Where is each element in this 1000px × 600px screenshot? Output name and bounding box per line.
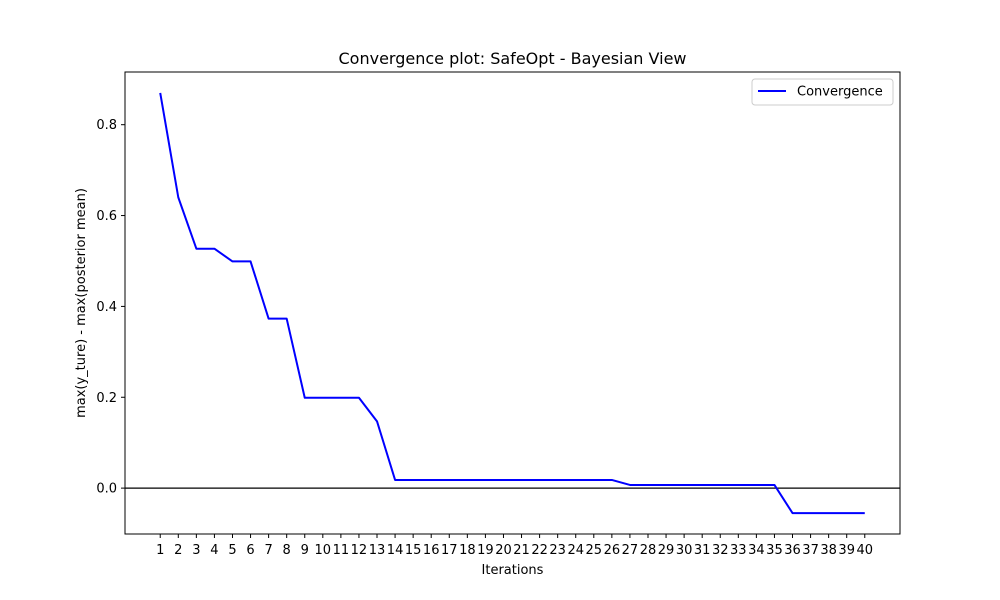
x-tick-label: 39 (838, 543, 855, 558)
x-tick-label: 32 (712, 543, 729, 558)
plot-area: 0.00.20.40.60.81 2 3 4 5 6 7 8 9 10 11 12 13 14 15 16 17… (96, 71, 901, 558)
x-tick-label: 33 (730, 543, 747, 558)
x-tick-label: 35 (766, 543, 783, 558)
legend: Convergence (751, 78, 894, 106)
y-tick-label: 0.8 (96, 118, 117, 133)
legend-box (751, 78, 894, 106)
chart-title: Convergence plot: SafeOpt - Bayesian Vie… (339, 49, 687, 68)
x-tick-label: 36 (784, 543, 801, 558)
x-tick-label: 22 (531, 543, 548, 558)
series-line-convergence (159, 92, 865, 515)
y-tick-label: 0.4 (96, 300, 117, 315)
y-tick-label: 0.6 (96, 209, 117, 224)
x-tick-label: 11 (333, 543, 350, 558)
x-tick-label: 18 (459, 543, 476, 558)
x-tick-label: 7 (264, 543, 272, 558)
x-tick-label: 38 (820, 543, 837, 558)
legend-label-convergence: Convergence (797, 85, 883, 100)
x-tick-label: 13 (369, 543, 386, 558)
x-tick-label: 26 (604, 543, 621, 558)
x-tick-label: 16 (423, 543, 440, 558)
x-tick-label: 6 (246, 543, 254, 558)
x-tick-label: 31 (694, 543, 711, 558)
x-tick-label: 12 (351, 543, 368, 558)
x-tick-label: 19 (477, 543, 494, 558)
x-tick-label: 29 (658, 543, 675, 558)
x-tick-label: 27 (622, 543, 639, 558)
y-tick-label: 0.2 (96, 391, 117, 406)
x-tick-label: 30 (676, 543, 693, 558)
x-tick-label: 40 (856, 543, 873, 558)
y-axis-label: max(y_ture) - max(posterior mean) (74, 188, 89, 418)
x-tick-label: 10 (315, 543, 332, 558)
x-tick-label: 25 (586, 543, 603, 558)
axes-frame (124, 71, 901, 535)
x-tick-label: 4 (210, 543, 218, 558)
x-tick-label: 37 (802, 543, 819, 558)
x-tick-label: 2 (174, 543, 182, 558)
x-tick-label: 21 (513, 543, 530, 558)
x-tick-label: 20 (495, 543, 512, 558)
x-tick-label: 17 (441, 543, 458, 558)
x-tick-label: 28 (640, 543, 657, 558)
x-tick-label: 1 (156, 543, 164, 558)
x-tick-label: 3 (192, 543, 200, 558)
x-tick-label: 14 (387, 543, 404, 558)
x-tick-label: 9 (301, 543, 309, 558)
x-tick-label: 8 (283, 543, 291, 558)
x-tick-label: 15 (405, 543, 422, 558)
x-tick-label: 5 (228, 543, 236, 558)
x-tick-label: 34 (748, 543, 765, 558)
y-tick-label: 0.0 (96, 482, 117, 497)
x-tick-label: 23 (549, 543, 566, 558)
x-axis-label: Iterations (482, 563, 544, 578)
x-tick-label: 24 (567, 543, 584, 558)
